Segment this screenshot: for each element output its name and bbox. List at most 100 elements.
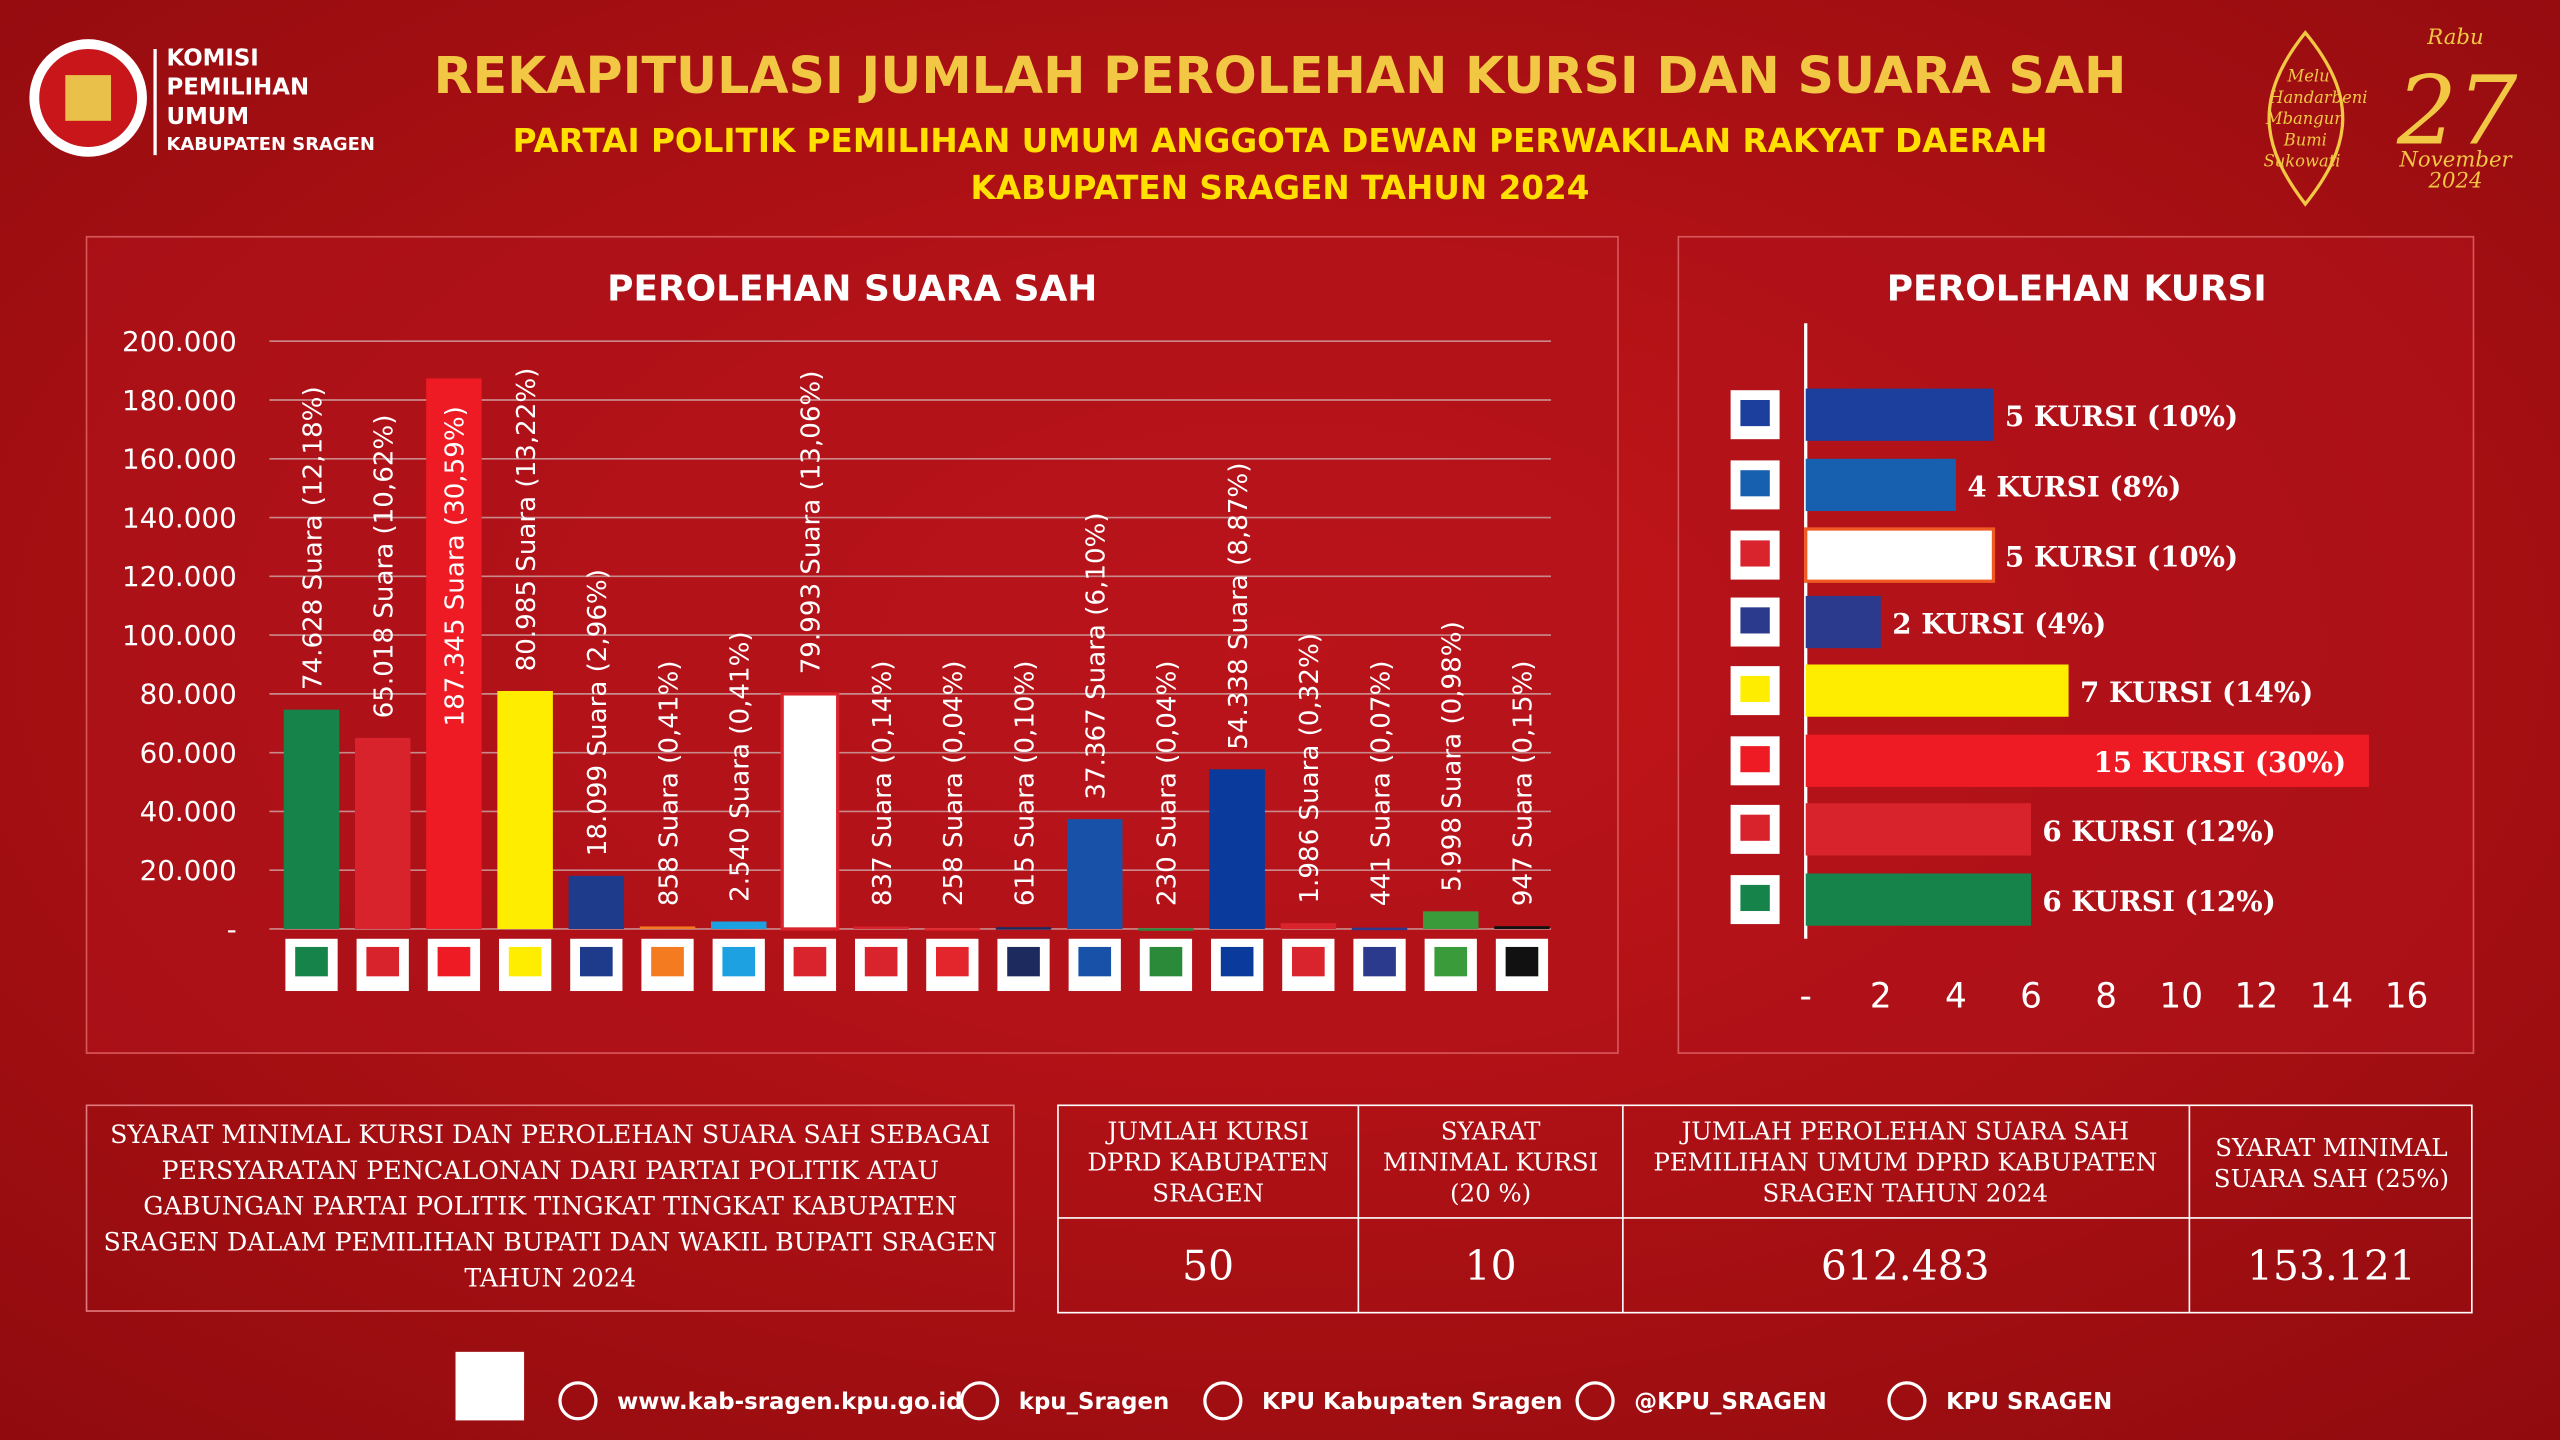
value-label: 858 Suara (0,41%) — [654, 661, 684, 907]
cell-value: 153.121 — [2247, 1242, 2416, 1290]
y-tick-label: 180.000 — [122, 384, 237, 417]
slogan: Handarbeni — [2268, 88, 2367, 107]
column-header: JUMLAH KURSI — [1104, 1117, 1308, 1146]
bar — [283, 709, 340, 929]
note: SYARAT MINIMAL KURSI DAN PEROLEHAN SUARA… — [110, 1120, 990, 1149]
footer-link: KPU Kabupaten Sragen — [1262, 1389, 1562, 1415]
x-tick-label: 12 — [2235, 976, 2279, 1016]
x-tick-label: - — [1800, 976, 1812, 1016]
bar — [780, 692, 840, 931]
subtitle: PARTAI POLITIK PEMILIHAN UMUM ANGGOTA DE… — [513, 122, 2048, 160]
bar — [1805, 734, 2369, 787]
party-logo-mark — [722, 946, 756, 977]
column-header: SUARA SAH (25%) — [2214, 1164, 2449, 1193]
x-tick-label: 2 — [1870, 976, 1892, 1016]
value-label: 5 KURSI (10%) — [2005, 541, 2238, 574]
party-logo-mark — [580, 946, 613, 977]
note-box — [85, 1104, 1015, 1312]
party-logo-mark — [1434, 946, 1468, 977]
panel — [85, 235, 1619, 1054]
bar — [1805, 664, 2069, 717]
table — [1057, 1104, 2473, 1314]
x-tick-label: 14 — [2310, 976, 2354, 1016]
value-label: 258 Suara (0,04%) — [939, 661, 969, 907]
kpu-logo: KOMISI PEMILIHAN UMUM KABUPATEN SRAGEN — [29, 39, 375, 157]
column-header: MINIMAL KURSI — [1383, 1148, 1598, 1177]
social-icon — [960, 1381, 1000, 1421]
x-tick-label: 8 — [2095, 976, 2117, 1016]
party-logo-mark — [366, 946, 400, 977]
value-label: 4 KURSI (8%) — [1967, 470, 2181, 503]
bar — [1209, 769, 1265, 929]
bar — [995, 927, 1052, 930]
party-logo-mark — [1740, 400, 1770, 427]
year: 2024 — [2428, 169, 2483, 194]
chart-title: PEROLEHAN KURSI — [1887, 268, 2267, 309]
x-tick-label: 10 — [2159, 976, 2203, 1016]
party-logo-mark — [508, 946, 542, 977]
column-header: SYARAT MINIMAL — [2215, 1133, 2447, 1162]
panel — [1677, 235, 2475, 1054]
x-tick-label: 4 — [1945, 976, 1967, 1016]
y-tick-label: 100.000 — [122, 619, 237, 652]
party-logo-mark — [651, 946, 684, 977]
y-tick-label: 200.000 — [122, 325, 237, 358]
value-label: 2 KURSI (4%) — [1892, 607, 2106, 640]
social-icon — [1887, 1381, 1927, 1421]
bar — [1280, 923, 1337, 929]
party-logo-mark — [1505, 946, 1539, 977]
social-icon — [1575, 1381, 1615, 1421]
value-label: 5.998 Suara (0,98%) — [1438, 621, 1468, 892]
party-logo-mark — [1149, 946, 1183, 977]
bar — [1138, 928, 1194, 931]
month: November — [2398, 148, 2513, 173]
bar — [497, 690, 553, 929]
qr-code — [455, 1351, 525, 1421]
party-logo-mark — [793, 946, 827, 977]
party-logo-mark — [1220, 946, 1254, 977]
value-label: 615 Suara (0,10%) — [1010, 661, 1040, 907]
org: UMUM — [167, 104, 250, 130]
bar — [710, 921, 767, 929]
note: TAHUN 2024 — [464, 1264, 636, 1293]
bar — [1805, 873, 2032, 926]
social-icon — [558, 1381, 598, 1421]
bar — [1805, 458, 1956, 512]
y-tick-label: - — [227, 913, 237, 946]
party-logo-mark — [1740, 746, 1770, 773]
bar — [1805, 803, 2032, 856]
value-label: 15 KURSI (30%) — [2094, 746, 2347, 779]
value-label: 7 KURSI (14%) — [2080, 676, 2313, 709]
column-header: JUMLAH PEROLEHAN SUARA SAH — [1679, 1117, 2130, 1146]
value-label: 18.099 Suara (2,96%) — [583, 569, 613, 856]
value-label: 54.338 Suara (8,87%) — [1224, 463, 1254, 750]
social-icon — [1203, 1381, 1243, 1421]
column-header: PEMILIHAN UMUM DPRD KABUPATEN — [1653, 1148, 2157, 1177]
party-logo-mark — [1007, 946, 1040, 977]
column-header: (20 %) — [1450, 1179, 1531, 1208]
value-label: 1.986 Suara (0,32%) — [1295, 633, 1325, 904]
party-logo-mark — [936, 946, 969, 977]
y-tick-label: 160.000 — [122, 443, 237, 476]
party-logo-mark — [1740, 814, 1770, 841]
note: PERSYARATAN PENCALONAN DARI PARTAI POLIT… — [161, 1156, 938, 1185]
org: KOMISI — [167, 45, 259, 71]
party-logo-mark — [295, 946, 328, 977]
cell-value: 612.483 — [1821, 1242, 1990, 1290]
y-tick-label: 120.000 — [122, 560, 237, 593]
bar — [1804, 527, 1996, 583]
slogan: Melu — [2287, 67, 2330, 86]
column-header: SYARAT — [1441, 1117, 1541, 1146]
value-label: 80.985 Suara (13,22%) — [512, 368, 542, 672]
chart-title: PEROLEHAN SUARA SAH — [607, 268, 1097, 309]
value-label: 37.367 Suara (6,10%) — [1082, 512, 1112, 799]
bar — [1066, 819, 1123, 929]
subtitle: KABUPATEN SRAGEN TAHUN 2024 — [971, 169, 1590, 207]
y-tick-label: 60.000 — [140, 736, 237, 769]
value-label: 6 KURSI (12%) — [2042, 885, 2275, 918]
org: PEMILIHAN — [167, 75, 310, 101]
bar — [1494, 926, 1550, 929]
party-logo-mark — [864, 946, 898, 977]
bar — [639, 926, 696, 929]
value-label: 230 Suara (0,04%) — [1153, 661, 1183, 907]
